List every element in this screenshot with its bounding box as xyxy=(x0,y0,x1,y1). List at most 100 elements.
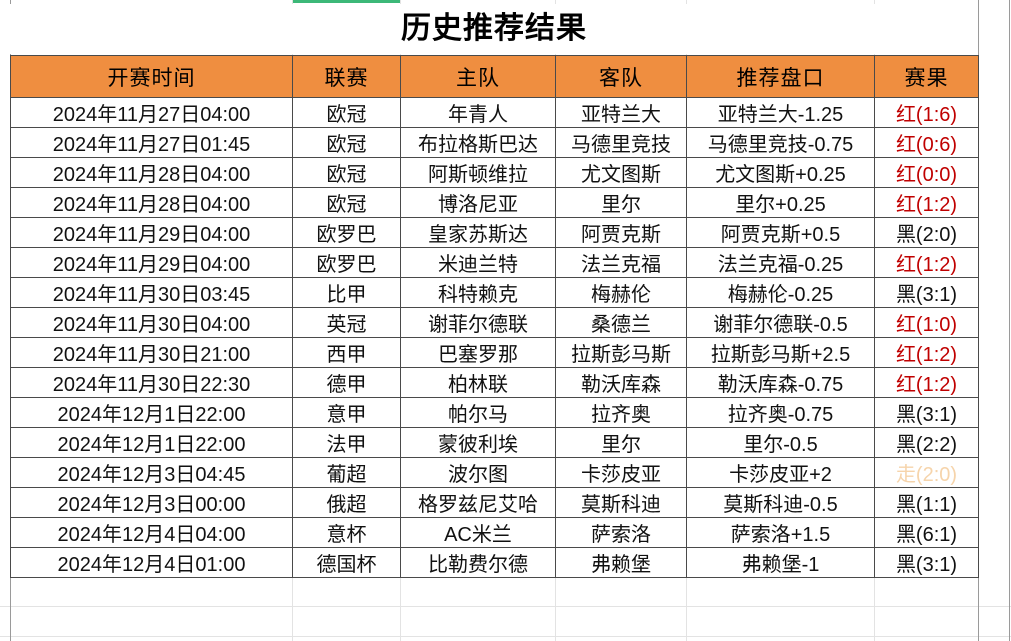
column-header-away-team[interactable]: 客队 xyxy=(555,55,687,98)
cell-handicap[interactable]: 马德里竞技-0.75 xyxy=(686,127,875,158)
cell-home-team[interactable]: 比勒费尔德 xyxy=(400,547,556,578)
cell-result[interactable]: 红(0:0) xyxy=(874,157,979,188)
cell-home-team[interactable]: 帕尔马 xyxy=(400,397,556,428)
cell-start-time[interactable]: 2024年11月30日22:30 xyxy=(10,367,293,398)
cell-league[interactable]: 英冠 xyxy=(292,307,401,338)
cell-league[interactable]: 德甲 xyxy=(292,367,401,398)
cell-league[interactable]: 欧冠 xyxy=(292,157,401,188)
cell-league[interactable]: 比甲 xyxy=(292,277,401,308)
cell-away-team[interactable]: 马德里竞技 xyxy=(555,127,687,158)
cell-away-team[interactable]: 勒沃库森 xyxy=(555,367,687,398)
cell-league[interactable]: 俄超 xyxy=(292,487,401,518)
cell-result[interactable]: 黑(3:1) xyxy=(874,397,979,428)
table-row[interactable]: 2024年11月27日01:45 欧冠 布拉格斯巴达 马德里竞技 马德里竞技-0.75 红… xyxy=(10,127,979,158)
cell-handicap[interactable]: 谢菲尔德联-0.5 xyxy=(686,307,875,338)
cell-home-team[interactable]: 谢菲尔德联 xyxy=(400,307,556,338)
cell-home-team[interactable]: 科特赖克 xyxy=(400,277,556,308)
cell-start-time[interactable]: 2024年11月29日04:00 xyxy=(10,247,293,278)
cell-result[interactable]: 红(1:6) xyxy=(874,97,979,128)
table-row[interactable]: 2024年11月28日04:00 欧冠 博洛尼亚 里尔 里尔+0.25 红(1:2) xyxy=(10,187,979,218)
column-header-league[interactable]: 联赛 xyxy=(292,55,401,98)
cell-league[interactable]: 欧冠 xyxy=(292,187,401,218)
cell-result[interactable]: 红(1:2) xyxy=(874,337,979,368)
column-header-handicap[interactable]: 推荐盘口 xyxy=(686,55,875,98)
cell-handicap[interactable]: 梅赫伦-0.25 xyxy=(686,277,875,308)
cell-result[interactable]: 红(1:2) xyxy=(874,187,979,218)
cell-result[interactable]: 黑(2:0) xyxy=(874,217,979,248)
cell-away-team[interactable]: 法兰克福 xyxy=(555,247,687,278)
cell-away-team[interactable]: 莫斯科迪 xyxy=(555,487,687,518)
cell-home-team[interactable]: 年青人 xyxy=(400,97,556,128)
cell-handicap[interactable]: 拉斯彭马斯+2.5 xyxy=(686,337,875,368)
cell-start-time[interactable]: 2024年12月3日00:00 xyxy=(10,487,293,518)
cell-result[interactable]: 黑(6:1) xyxy=(874,517,979,548)
cell-handicap[interactable]: 勒沃库森-0.75 xyxy=(686,367,875,398)
table-row[interactable]: 2024年11月29日04:00 欧罗巴 米迪兰特 法兰克福 法兰克福-0.25 红(1:… xyxy=(10,247,979,278)
cell-away-team[interactable]: 卡莎皮亚 xyxy=(555,457,687,488)
cell-league[interactable]: 德国杯 xyxy=(292,547,401,578)
table-row[interactable]: 2024年11月30日21:00 西甲 巴塞罗那 拉斯彭马斯 拉斯彭马斯+2.5 红(1:… xyxy=(10,337,979,368)
cell-start-time[interactable]: 2024年11月27日01:45 xyxy=(10,127,293,158)
cell-home-team[interactable]: AC米兰 xyxy=(400,517,556,548)
cell-result[interactable]: 红(1:2) xyxy=(874,367,979,398)
cell-start-time[interactable]: 2024年11月30日03:45 xyxy=(10,277,293,308)
cell-league[interactable]: 欧冠 xyxy=(292,97,401,128)
cell-away-team[interactable]: 萨索洛 xyxy=(555,517,687,548)
cell-away-team[interactable]: 尤文图斯 xyxy=(555,157,687,188)
cell-handicap[interactable]: 尤文图斯+0.25 xyxy=(686,157,875,188)
cell-league[interactable]: 欧罗巴 xyxy=(292,217,401,248)
cell-start-time[interactable]: 2024年11月28日04:00 xyxy=(10,187,293,218)
cell-start-time[interactable]: 2024年12月1日22:00 xyxy=(10,427,293,458)
table-row[interactable]: 2024年11月27日04:00 欧冠 年青人 亚特兰大 亚特兰大-1.25 红(1:6) xyxy=(10,97,979,128)
table-row[interactable]: 2024年12月4日04:00 意杯 AC米兰 萨索洛 萨索洛+1.5 黑(6:1) xyxy=(10,517,979,548)
column-header-start-time[interactable]: 开赛时间 xyxy=(10,55,293,98)
table-row[interactable]: 2024年12月1日22:00 意甲 帕尔马 拉齐奥 拉齐奥-0.75 黑(3:1) xyxy=(10,397,979,428)
cell-handicap[interactable]: 弗赖堡-1 xyxy=(686,547,875,578)
cell-handicap[interactable]: 萨索洛+1.5 xyxy=(686,517,875,548)
table-row[interactable]: 2024年12月4日01:00 德国杯 比勒费尔德 弗赖堡 弗赖堡-1 黑(3:1) xyxy=(10,547,979,578)
column-header-home-team[interactable]: 主队 xyxy=(400,55,556,98)
table-row[interactable]: 2024年12月3日04:45 葡超 波尔图 卡莎皮亚 卡莎皮亚+2 走(2:0) xyxy=(10,457,979,488)
table-row[interactable]: 2024年11月29日04:00 欧罗巴 皇家苏斯达 阿贾克斯 阿贾克斯+0.5 黑(2:… xyxy=(10,217,979,248)
cell-home-team[interactable]: 柏林联 xyxy=(400,367,556,398)
cell-home-team[interactable]: 博洛尼亚 xyxy=(400,187,556,218)
cell-home-team[interactable]: 布拉格斯巴达 xyxy=(400,127,556,158)
cell-result[interactable]: 黑(1:1) xyxy=(874,487,979,518)
cell-handicap[interactable]: 拉齐奥-0.75 xyxy=(686,397,875,428)
cell-home-team[interactable]: 蒙彼利埃 xyxy=(400,427,556,458)
cell-result[interactable]: 黑(3:1) xyxy=(874,547,979,578)
cell-start-time[interactable]: 2024年12月4日04:00 xyxy=(10,517,293,548)
cell-start-time[interactable]: 2024年11月27日04:00 xyxy=(10,97,293,128)
cell-handicap[interactable]: 里尔-0.5 xyxy=(686,427,875,458)
cell-start-time[interactable]: 2024年11月30日21:00 xyxy=(10,337,293,368)
cell-result[interactable]: 走(2:0) xyxy=(874,457,979,488)
cell-handicap[interactable]: 里尔+0.25 xyxy=(686,187,875,218)
cell-away-team[interactable]: 弗赖堡 xyxy=(555,547,687,578)
cell-handicap[interactable]: 法兰克福-0.25 xyxy=(686,247,875,278)
cell-start-time[interactable]: 2024年11月29日04:00 xyxy=(10,217,293,248)
cell-away-team[interactable]: 亚特兰大 xyxy=(555,97,687,128)
column-header-result[interactable]: 赛果 xyxy=(874,55,979,98)
cell-home-team[interactable]: 皇家苏斯达 xyxy=(400,217,556,248)
cell-result[interactable]: 红(1:0) xyxy=(874,307,979,338)
cell-league[interactable]: 西甲 xyxy=(292,337,401,368)
cell-start-time[interactable]: 2024年12月1日22:00 xyxy=(10,397,293,428)
cell-result[interactable]: 黑(3:1) xyxy=(874,277,979,308)
cell-away-team[interactable]: 梅赫伦 xyxy=(555,277,687,308)
cell-home-team[interactable]: 米迪兰特 xyxy=(400,247,556,278)
cell-start-time[interactable]: 2024年11月30日04:00 xyxy=(10,307,293,338)
cell-away-team[interactable]: 桑德兰 xyxy=(555,307,687,338)
table-row[interactable]: 2024年12月3日00:00 俄超 格罗兹尼艾哈 莫斯科迪 莫斯科迪-0.5 黑(1:1… xyxy=(10,487,979,518)
cell-home-team[interactable]: 巴塞罗那 xyxy=(400,337,556,368)
cell-home-team[interactable]: 波尔图 xyxy=(400,457,556,488)
cell-handicap[interactable]: 阿贾克斯+0.5 xyxy=(686,217,875,248)
cell-league[interactable]: 意杯 xyxy=(292,517,401,548)
cell-start-time[interactable]: 2024年12月4日01:00 xyxy=(10,547,293,578)
cell-handicap[interactable]: 卡莎皮亚+2 xyxy=(686,457,875,488)
cell-away-team[interactable]: 里尔 xyxy=(555,187,687,218)
cell-league[interactable]: 葡超 xyxy=(292,457,401,488)
table-row[interactable]: 2024年11月28日04:00 欧冠 阿斯顿维拉 尤文图斯 尤文图斯+0.25 红(0:… xyxy=(10,157,979,188)
table-row[interactable]: 2024年11月30日04:00 英冠 谢菲尔德联 桑德兰 谢菲尔德联-0.5 红(1:0… xyxy=(10,307,979,338)
cell-result[interactable]: 红(0:6) xyxy=(874,127,979,158)
cell-result[interactable]: 黑(2:2) xyxy=(874,427,979,458)
